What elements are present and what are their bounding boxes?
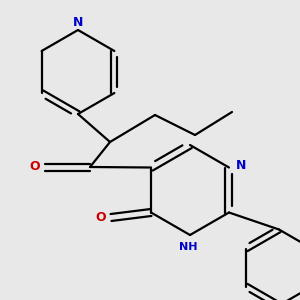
Text: O: O xyxy=(30,160,40,173)
Text: O: O xyxy=(96,211,106,224)
Text: N: N xyxy=(73,16,83,29)
Text: N: N xyxy=(236,159,246,172)
Text: NH: NH xyxy=(179,242,197,252)
